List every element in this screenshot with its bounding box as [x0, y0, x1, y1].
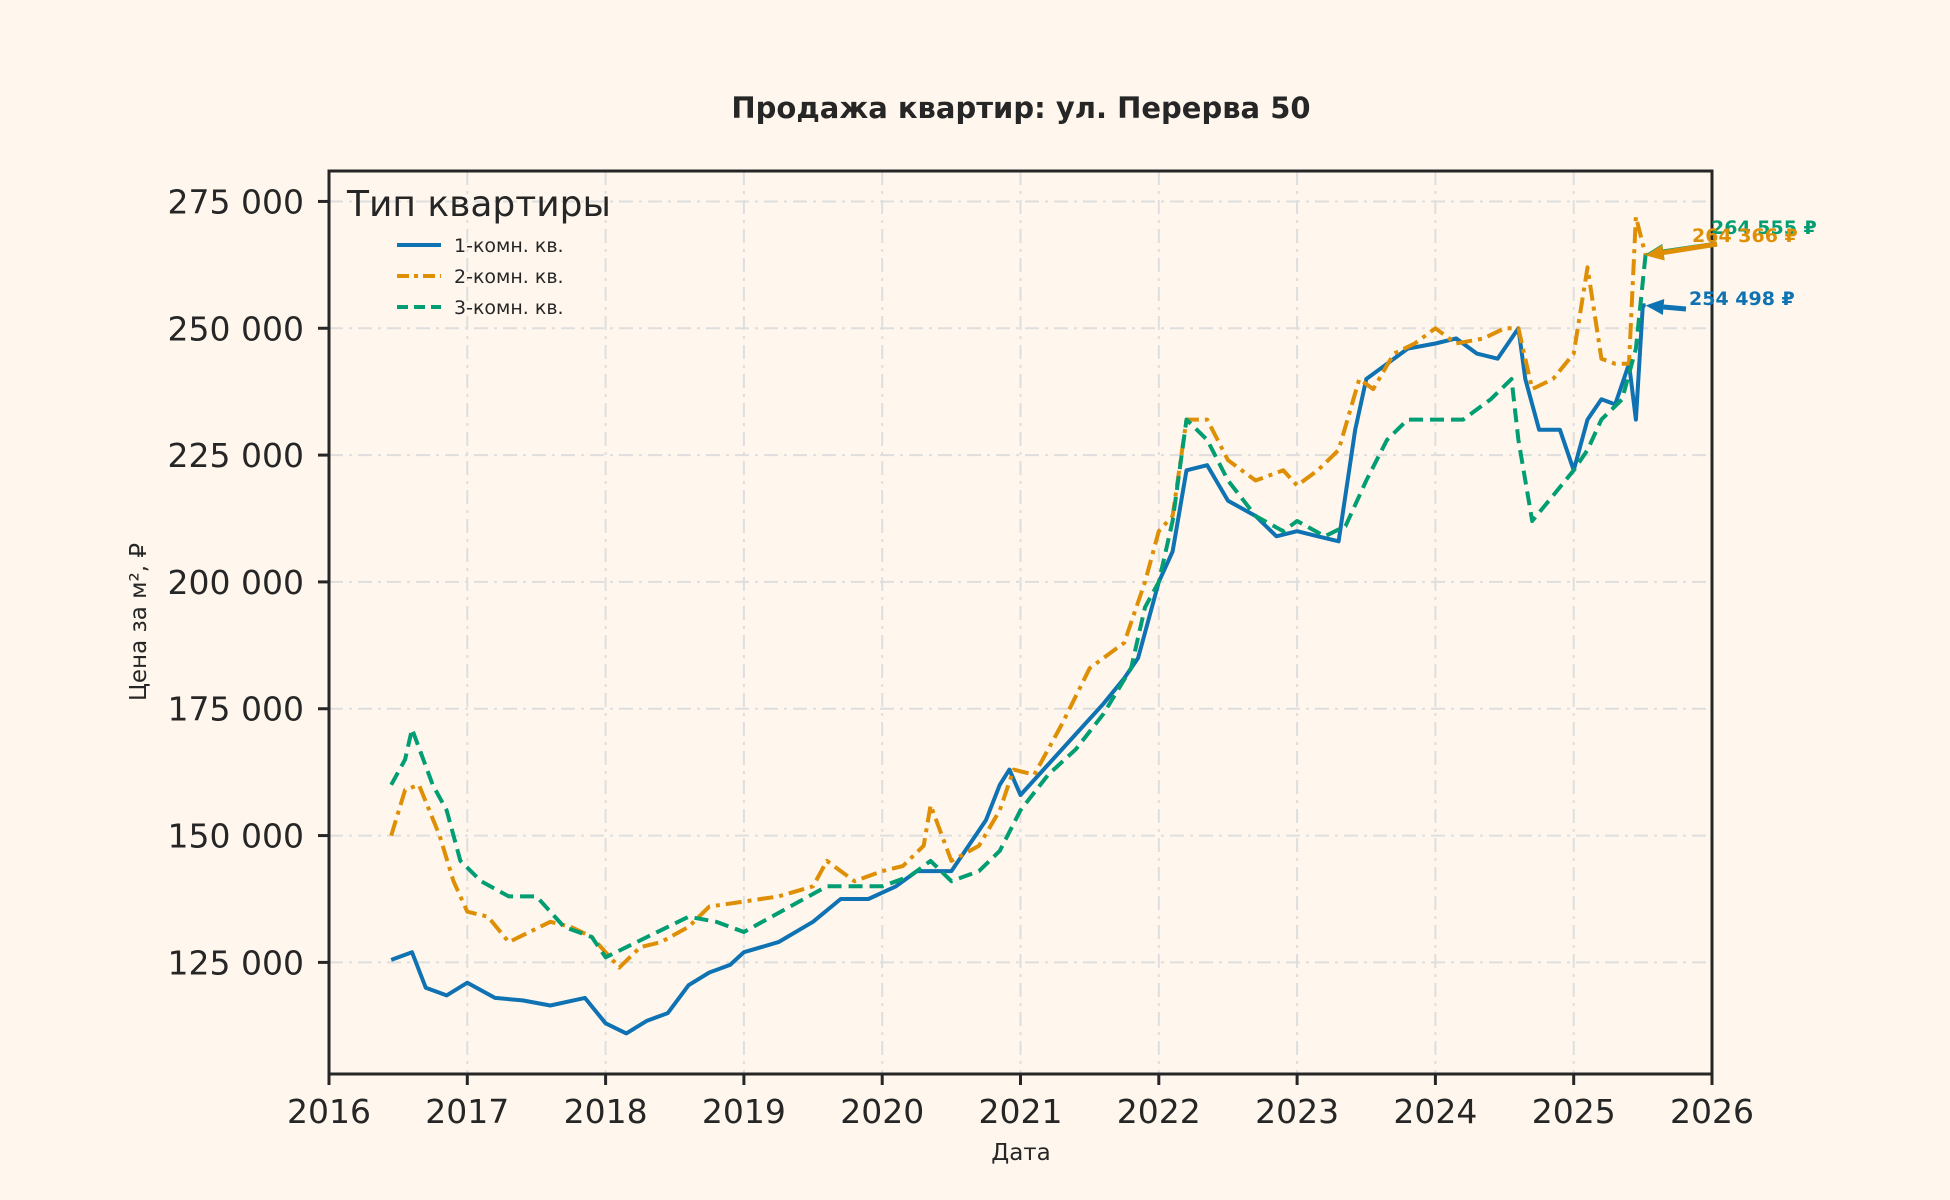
legend-label: 3-комн. кв. — [454, 297, 564, 319]
y-tick-label: 150 000 — [168, 817, 304, 856]
annotation-label: 264 366 ₽ — [1692, 225, 1798, 247]
x-tick-label: 2022 — [1117, 1092, 1201, 1131]
x-tick-label: 2023 — [1255, 1092, 1339, 1131]
y-tick-label: 175 000 — [168, 690, 304, 729]
x-tick-label: 2020 — [840, 1092, 924, 1131]
x-tick-label: 2018 — [564, 1092, 648, 1131]
series-line-3 — [389, 254, 1648, 960]
annotation-arrowhead — [1645, 299, 1665, 315]
annotations: 264 555 ₽264 366 ₽ 254 498 ₽ — [1645, 217, 1817, 315]
y-tick-label: 275 000 — [168, 182, 304, 221]
x-tick-label: 2016 — [287, 1092, 371, 1131]
x-tick-label: 2019 — [702, 1092, 786, 1131]
x-tick-label: 2026 — [1670, 1092, 1754, 1131]
y-tick-label: 250 000 — [168, 309, 304, 348]
y-tick-label: 225 000 — [168, 436, 304, 475]
legend-label: 1-комн. кв. — [454, 235, 564, 257]
x-tick-label: 2021 — [979, 1092, 1063, 1131]
x-tick-label: 2024 — [1393, 1092, 1477, 1131]
annotation-label: 254 498 ₽ — [1689, 288, 1795, 310]
y-axis-label: Цена за м², ₽ — [126, 543, 152, 701]
chart-title: Продажа квартир: ул. Перерва 50 — [731, 91, 1310, 125]
legend-label: 2-комн. кв. — [454, 266, 564, 288]
legend: Тип квартиры 1-комн. кв. 2-комн. кв. 3-ком… — [346, 184, 611, 319]
legend-title: Тип квартиры — [346, 184, 611, 225]
annotation-arrow — [1663, 304, 1687, 312]
y-tick-label: 125 000 — [168, 943, 304, 982]
x-tick-label: 2025 — [1532, 1092, 1616, 1131]
y-tick-label: 200 000 — [168, 563, 304, 602]
x-axis-label: Дата — [991, 1140, 1051, 1166]
y-axis: 125 000 150 000 175 000 200 000 225 000 250 0… — [168, 182, 329, 982]
series-layer — [389, 214, 1648, 1036]
x-axis: 2016 2017 2018 2019 2020 2021 2022 2023 2024 2025… — [287, 1074, 1754, 1131]
annotation-arrow — [1662, 241, 1718, 256]
annotation-arrowhead — [1645, 244, 1665, 261]
x-tick-label: 2017 — [425, 1092, 509, 1131]
annotation-label: 264 555 ₽ — [1711, 217, 1817, 239]
